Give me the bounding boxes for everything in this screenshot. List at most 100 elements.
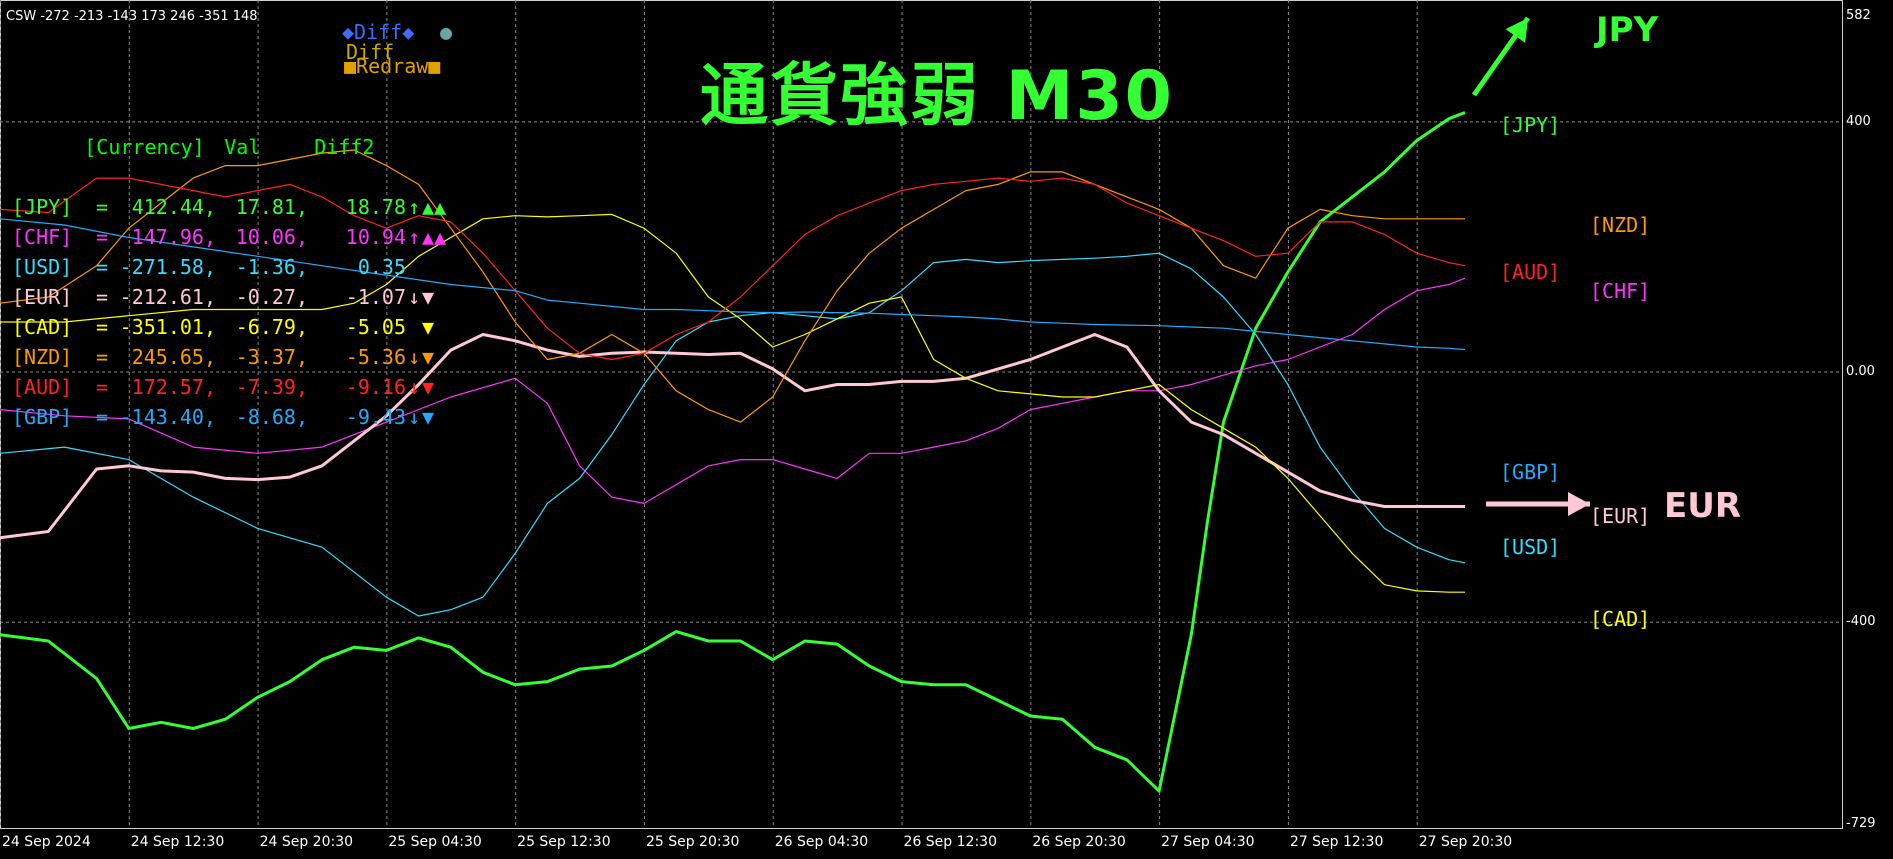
table-row: [CAD] = -351.01, -6.79, -5.05 ▼	[12, 312, 462, 342]
signal-icon: ▼	[422, 285, 435, 309]
table-row: [NZD] = 245.65, -3.37, -5.36↓▼	[12, 342, 462, 372]
series-label-nzd: [NZD]	[1590, 213, 1651, 238]
signal-icon: ▼	[422, 345, 435, 369]
equals-cell: =	[96, 225, 109, 249]
table-row: [GBP] = -143.40, -8.68, -9.43↓▼	[12, 402, 462, 432]
table-row: [AUD] = 172.57, -7.39, -9.16↓▼	[12, 372, 462, 402]
series-line-aud	[0, 177, 1466, 361]
diff-cell: -9.43	[345, 405, 406, 429]
diff2-cell: 10.06,	[235, 225, 308, 249]
diff2-cell: -3.37,	[235, 345, 308, 369]
series-label-jpy: [JPY]	[1500, 112, 1561, 137]
y-tick-label: 582	[1846, 8, 1871, 23]
value-cell: 172.57,	[131, 375, 216, 399]
redraw-button[interactable]: ■Redraw■	[344, 54, 441, 78]
trend-arrow-icon: ↑	[407, 225, 421, 249]
diff-label: Diff	[346, 40, 395, 64]
equals-cell: =	[96, 315, 109, 339]
diff-cell: 0.35	[357, 255, 406, 279]
diff2-cell: 17.81,	[235, 195, 308, 219]
equals-cell: =	[96, 405, 109, 429]
table-row: [USD] = -271.58, -1.36, 0.35	[12, 252, 462, 282]
diff-cell: -5.05	[345, 315, 406, 339]
table-header-row: [Currency] Val Diff2	[12, 102, 462, 159]
diff-cell: 10.94	[345, 225, 406, 249]
diff-toggle-button[interactable]: ◆Diff◆	[342, 20, 415, 44]
eur-arrow	[1486, 492, 1590, 516]
series-label-cad: [CAD]	[1590, 607, 1651, 632]
diff-cell: 18.78	[345, 195, 406, 219]
y-tick-label: 0.00	[1846, 364, 1875, 380]
diff-cell: -5.36	[345, 345, 406, 369]
equals-cell: =	[96, 285, 109, 309]
x-tick-label: 26 Sep 12:30	[903, 834, 997, 850]
col-val: Val	[224, 135, 261, 159]
diff2-cell: -8.68,	[235, 405, 308, 429]
series-line-eur	[0, 333, 1465, 540]
series-label-aud: [AUD]	[1500, 259, 1561, 284]
x-tick-label: 24 Sep 2024	[2, 834, 91, 850]
table-row: [CHF] = 147.96, 10.06, 10.94↑▲▲	[12, 222, 462, 252]
value-cell: 245.65,	[131, 345, 216, 369]
circle-toggle-icon[interactable]: ●	[440, 20, 453, 44]
diff2-cell: -7.39,	[235, 375, 308, 399]
currency-cell: [GBP]	[12, 405, 73, 429]
series-line-cad	[0, 213, 1465, 593]
currency-cell: [EUR]	[12, 285, 73, 309]
value-cell: -143.40,	[119, 405, 216, 429]
series-line-gbp	[0, 218, 1466, 351]
x-tick-label: 26 Sep 04:30	[774, 834, 869, 850]
equals-cell: =	[96, 345, 109, 369]
series-line-chf	[0, 277, 1466, 504]
x-tick-label: 26 Sep 20:30	[1032, 834, 1126, 850]
value-cell: 147.96,	[131, 225, 216, 249]
value-cell: -271.58,	[119, 255, 216, 279]
x-tick-label: 24 Sep 12:30	[130, 834, 225, 850]
equals-cell: =	[96, 195, 109, 219]
x-tick-label: 25 Sep 04:30	[388, 834, 482, 850]
indicator-header: CSW -272 -213 -143 173 246 -351 148	[6, 9, 258, 24]
x-tick-label: 25 Sep 20:30	[645, 834, 740, 850]
equals-cell: =	[96, 255, 109, 279]
jpy-annotation: JPY	[1596, 10, 1659, 50]
series-line-jpy	[0, 111, 1466, 793]
signal-icon: ▲▲	[422, 195, 447, 219]
trend-arrow-icon: ↓	[407, 375, 421, 399]
value-cell: -351.01,	[119, 315, 216, 339]
x-tick-label: 27 Sep 20:30	[1418, 834, 1513, 850]
trend-arrow-icon: ↓	[407, 405, 421, 429]
diff-cell: -9.16	[345, 375, 406, 399]
col-diff2: Diff2	[314, 135, 375, 159]
x-tick-label: 25 Sep 12:30	[517, 834, 611, 850]
jpy-arrow	[1471, 16, 1531, 97]
series-label-eur: [EUR]	[1590, 503, 1651, 528]
currency-cell: [JPY]	[12, 195, 73, 219]
table-row: [JPY] = 412.44, 17.81, 18.78↑▲▲	[12, 192, 462, 222]
trend-arrow-icon: ↑	[407, 195, 421, 219]
currency-cell: [CAD]	[12, 315, 73, 339]
trend-arrow-icon: ↓	[407, 345, 421, 369]
diff-cell: -1.07	[345, 285, 406, 309]
signal-icon: ▲▲	[422, 225, 447, 249]
currency-cell: [CHF]	[12, 225, 73, 249]
x-tick-label: 24 Sep 20:30	[259, 834, 354, 850]
series-line-nzd	[0, 149, 1465, 423]
currency-cell: [USD]	[12, 255, 73, 279]
equals-cell: =	[96, 375, 109, 399]
table-row: [EUR] = -212.61, -0.27, -1.07↓▼	[12, 282, 462, 312]
diff2-cell: -0.27,	[235, 285, 308, 309]
signal-icon: ▼	[422, 375, 435, 399]
signal-icon: ▼	[422, 315, 435, 339]
eur-annotation: EUR	[1664, 486, 1742, 526]
value-cell: -212.61,	[119, 285, 216, 309]
currency-cell: [NZD]	[12, 345, 73, 369]
y-tick-label: -729	[1846, 816, 1876, 831]
diff2-cell: -1.36,	[235, 255, 308, 279]
series-label-gbp: [GBP]	[1500, 460, 1561, 485]
currency-cell: [AUD]	[12, 375, 73, 399]
value-cell: 412.44,	[131, 195, 216, 219]
col-currency: [Currency]	[84, 135, 205, 159]
y-tick-label: 400	[1846, 113, 1871, 129]
